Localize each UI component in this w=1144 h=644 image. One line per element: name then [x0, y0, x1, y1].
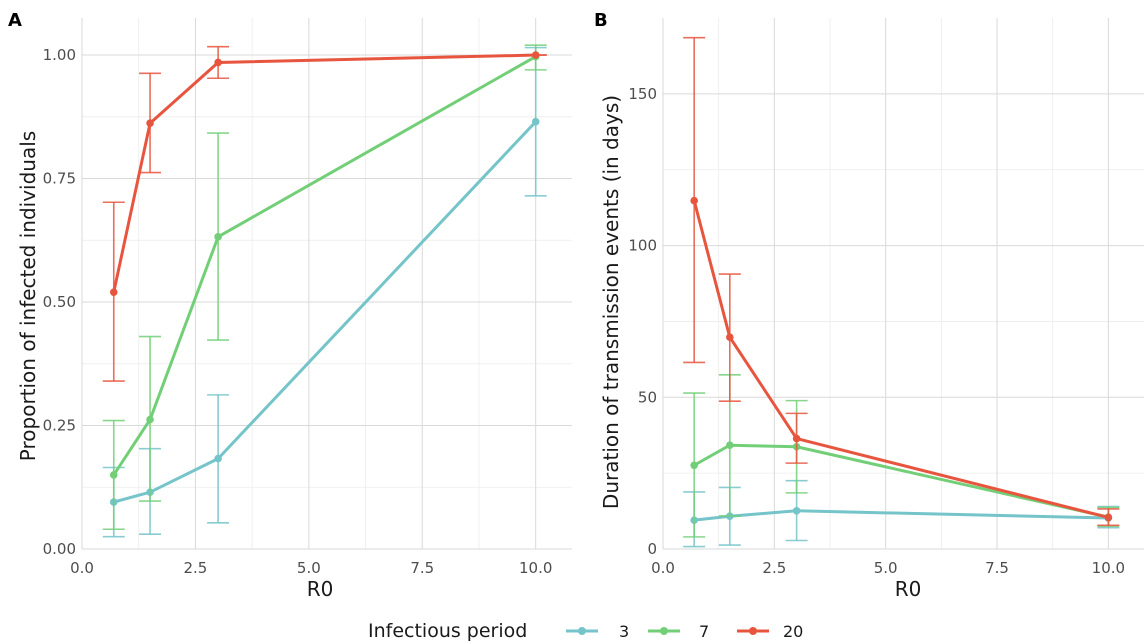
- legend-label: 20: [783, 622, 803, 641]
- series-line: [113, 120, 537, 504]
- y-tick-label: 50: [638, 388, 657, 406]
- panel-a-x-axis-title: R0: [307, 577, 334, 601]
- panel-a-major-grid: [81, 18, 572, 550]
- x-tick-label: 2.5: [183, 559, 207, 577]
- data-point: [690, 196, 698, 205]
- panel-b-x-tick-labels: 0.0 2.5 5.0 7.5 10.0: [651, 559, 1125, 577]
- legend-entry-3: 3: [566, 622, 629, 641]
- x-tick-label: 5.0: [297, 559, 321, 577]
- data-point: [531, 117, 540, 126]
- legend-entry-20: 20: [737, 622, 803, 641]
- data-point: [109, 471, 118, 479]
- legend-label: 7: [699, 622, 709, 641]
- panel-a-x-tick-labels: 0.0 2.5 5.0 7.5 10.0: [70, 559, 552, 577]
- y-tick-label: 0.25: [43, 417, 76, 435]
- x-tick-label: 7.5: [985, 559, 1009, 577]
- y-tick-label: 150: [628, 85, 657, 103]
- data-point: [214, 454, 222, 463]
- legend-key-point: [578, 627, 586, 635]
- x-tick-label: 0.0: [70, 559, 94, 577]
- data-point: [690, 461, 698, 470]
- data-point: [531, 51, 540, 59]
- legend: Infectious period 3 7 20: [368, 620, 803, 642]
- panel-b: B 0.0 2.5 5.0 7.5 10.0 0 50 100 150 R0 Duration…: [594, 10, 1144, 601]
- series-3: [683, 479, 1120, 548]
- series-7: [683, 374, 1120, 538]
- x-tick-label: 7.5: [410, 559, 434, 577]
- data-point: [1104, 513, 1113, 522]
- y-tick-label: 0: [647, 540, 657, 558]
- series-20: [102, 45, 547, 382]
- y-tick-label: 0.50: [43, 293, 76, 311]
- data-point: [792, 506, 801, 515]
- legend-key-point: [660, 627, 668, 635]
- panel-b-label: B: [594, 10, 608, 31]
- panel-b-minor-grid: [663, 18, 1144, 549]
- x-tick-label: 2.5: [762, 559, 786, 577]
- series-line: [112, 55, 537, 476]
- y-tick-label: 100: [628, 237, 657, 255]
- panel-a-label: A: [8, 10, 22, 31]
- panel-b-series: [683, 36, 1120, 548]
- series-line: [692, 200, 1109, 519]
- data-point: [214, 233, 222, 241]
- data-point: [726, 333, 734, 342]
- x-tick-label: 0.0: [651, 559, 675, 577]
- data-point: [792, 434, 801, 443]
- legend-title: Infectious period: [368, 620, 527, 642]
- y-tick-label: 0.00: [43, 540, 76, 558]
- x-tick-label: 10.0: [519, 559, 552, 577]
- panel-b-y-axis-title: Duration of transmission events (in days…: [599, 95, 623, 509]
- data-point: [109, 288, 118, 296]
- panel-a: A 0.0 2.5 5.0 7.5 10.0 0.000.250.500.751.00 …: [8, 10, 572, 601]
- panel-a-series: [102, 44, 547, 538]
- legend-key-point: [749, 627, 757, 635]
- panel-a-minor-grid: [82, 18, 572, 549]
- series-7: [102, 44, 547, 531]
- series-line: [112, 53, 536, 293]
- legend-entry-7: 7: [648, 622, 709, 641]
- series-line: [693, 443, 1109, 519]
- panel-a-y-axis-title: Proportion of infected individuals: [16, 131, 40, 461]
- data-point: [726, 441, 734, 450]
- x-tick-label: 10.0: [1092, 559, 1125, 577]
- y-tick-label: 0.75: [43, 170, 76, 188]
- panel-a-y-tick-labels: 0.00 0.25 0.50 0.75 1.00: [43, 46, 76, 558]
- series-20: [683, 36, 1120, 527]
- y-tick-label: 1.00: [43, 46, 76, 64]
- data-point: [146, 415, 154, 424]
- series-3: [102, 46, 547, 538]
- x-tick-label: 5.0: [874, 559, 898, 577]
- legend-label: 3: [619, 622, 629, 641]
- panel-b-x-axis-title: R0: [895, 577, 922, 601]
- data-point: [146, 119, 154, 128]
- panel-b-y-tick-labels: 0 50 100 150: [628, 85, 657, 558]
- series-line: [694, 509, 1109, 522]
- data-point: [214, 58, 222, 67]
